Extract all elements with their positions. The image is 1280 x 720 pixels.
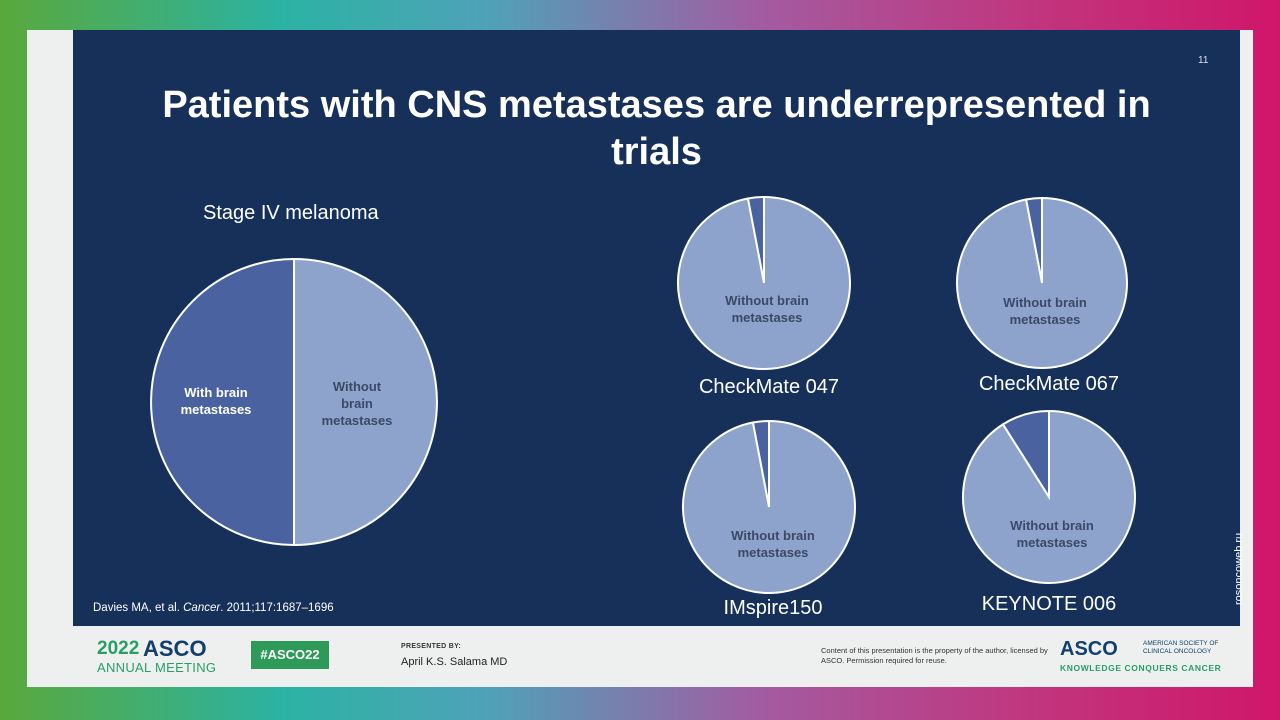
slide: 11 Patients with CNS metastases are unde… [73, 30, 1240, 626]
pie-1-slice-without-brain-metastases [677, 195, 851, 370]
pie-2-label-2: metastases [1010, 312, 1081, 327]
pie-charts: With brain metastases Without brain meta… [150, 195, 1136, 594]
chart-title-stage-iv: Stage IV melanoma [203, 202, 379, 224]
hashtag-badge: #ASCO22 [251, 641, 329, 669]
asco-logo: ASCO [1060, 638, 1118, 660]
slide-title-line-2: trials [611, 131, 702, 173]
citation: Davies MA, et al. Cancer. 2011;117:1687–… [93, 602, 334, 614]
slide-title-line-1: Patients with CNS metastases are underre… [162, 84, 1151, 126]
pie-0-slice-without-brain-metastases [293, 257, 438, 547]
slide-number: 11 [1198, 55, 1209, 66]
pie-stage-iv-melanoma [150, 257, 438, 547]
pie-2-slice-without-brain-metastases [956, 196, 1128, 369]
pie-0-label-without-1: Without [333, 379, 382, 394]
citation-authors: Davies MA, et al. [93, 602, 180, 614]
chart-title-imspire150: IMspire150 [723, 597, 823, 619]
annual-meeting-label: ANNUAL MEETING [97, 660, 217, 675]
pie-4-label-1: Without brain [1010, 518, 1094, 533]
pie-checkmate-067 [956, 196, 1128, 369]
pie-0-label-with-2: metastases [181, 402, 252, 417]
meeting-logo-asco: ASCO [143, 636, 207, 661]
presenter-name: April K.S. Salama MD [401, 656, 508, 668]
pie-0-slice-with-brain-metastases [150, 257, 295, 547]
slide-title: Patients with CNS metastases are underre… [73, 82, 1240, 176]
asco-tagline: KNOWLEDGE CONQUERS CANCER [1060, 663, 1222, 673]
pie-3-slice-without-brain-metastases [682, 419, 856, 594]
pie-keynote-006 [962, 409, 1136, 584]
pie-1-label-2: metastases [732, 310, 803, 325]
presented-by-label: PRESENTED BY: [401, 643, 462, 650]
pie-2-label-1: Without brain [1003, 295, 1087, 310]
pie-4-slice-without-brain-metastases [962, 409, 1136, 584]
meeting-year: 2022 [97, 638, 140, 659]
pie-1-label-1: Without brain [725, 293, 809, 308]
footer-bar: 2022 ASCO ANNUAL MEETING #ASCO22 PRESENT… [73, 626, 1240, 687]
pie-3-label-2: metastases [738, 545, 809, 560]
pie-checkmate-047 [677, 195, 851, 370]
chart-title-keynote-006: KEYNOTE 006 [981, 593, 1117, 615]
pie-3-label-1: Without brain [731, 528, 815, 543]
citation-details: . 2011;117:1687–1696 [220, 602, 334, 614]
asco-logo-subtitle: AMERICAN SOCIETY OF CLINICAL ONCOLOGY [1143, 640, 1219, 655]
pie-0-label-with-1: With brain [184, 385, 247, 400]
pie-imspire150 [682, 419, 856, 594]
chart-title-checkmate-047: CheckMate 047 [698, 376, 840, 398]
copyright-disclaimer: Content of this presentation is the prop… [821, 646, 1048, 665]
pie-0-label-without-3: metastases [322, 413, 393, 428]
watermark: rosoncoweb.ru [1233, 532, 1245, 605]
pie-0-label-without-2: brain [341, 396, 373, 411]
pie-4-label-2: metastases [1017, 535, 1088, 550]
citation-journal: Cancer [183, 602, 221, 614]
chart-title-checkmate-067: CheckMate 067 [978, 373, 1120, 395]
